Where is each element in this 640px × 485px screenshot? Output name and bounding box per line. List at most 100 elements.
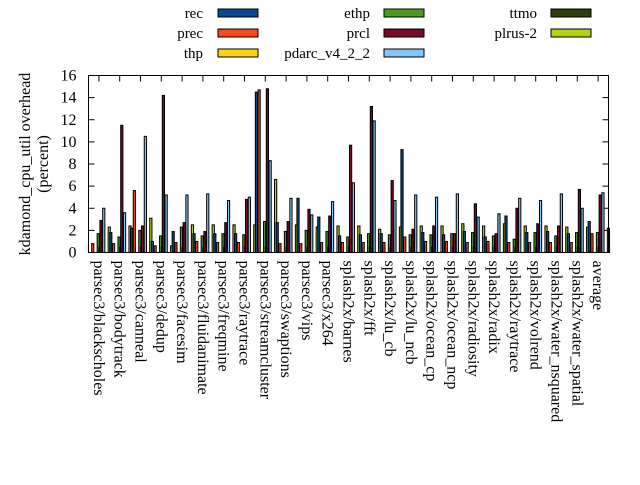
x-tick-label: parsec3/raytrace bbox=[236, 261, 253, 366]
bar-prec bbox=[403, 236, 407, 253]
x-tick-label: splash2x/radix bbox=[485, 261, 502, 354]
bar-pdarc-v4-2-2 bbox=[455, 193, 459, 253]
x-tick-label: splash2x/water_spatial bbox=[568, 261, 585, 407]
bar-rec bbox=[462, 230, 466, 253]
legend-label: prec bbox=[177, 26, 203, 42]
bar-pdarc-v4-2-2 bbox=[185, 194, 189, 254]
bar-pdarc-v4-2-2 bbox=[289, 197, 293, 253]
bar-prec bbox=[382, 242, 386, 253]
bar-prec bbox=[444, 240, 448, 253]
bar-prcl bbox=[453, 233, 457, 254]
bar-prcl bbox=[536, 223, 540, 254]
legend-item-rec: rec bbox=[185, 6, 259, 22]
bar-rec bbox=[171, 230, 175, 253]
legend-item-ethp: ethp bbox=[344, 6, 425, 22]
bar-rec bbox=[338, 235, 342, 253]
bar-pdarc-v4-2-2 bbox=[538, 200, 543, 254]
y-tick-label: 12 bbox=[61, 112, 77, 129]
bar-pdarc-v4-2-2 bbox=[434, 196, 439, 253]
legend-swatch bbox=[550, 28, 592, 38]
legend-item-pdarc-v4-2-2: pdarc_v4_2_2 bbox=[284, 46, 425, 62]
bar-pdarc-v4-2-2 bbox=[247, 196, 251, 253]
legend: rec prec thp ethp prcl pdarc_v4_2_2 ttmo plrus-… bbox=[177, 6, 592, 62]
bar-rec bbox=[504, 215, 508, 253]
y-axis-label: kdamond_cpu_util overhead (percent) bbox=[17, 73, 52, 256]
legend-label: prcl bbox=[347, 26, 370, 42]
bar-rec bbox=[587, 221, 591, 253]
bar-rec bbox=[442, 234, 446, 254]
bar-prec bbox=[257, 89, 261, 253]
x-tick-label: parsec3/vips bbox=[298, 261, 315, 341]
bar-prcl bbox=[203, 230, 207, 253]
bar-rec bbox=[109, 232, 113, 253]
bar-prec bbox=[236, 242, 240, 253]
y-tick-label: 8 bbox=[69, 156, 77, 173]
bar-prec bbox=[527, 242, 532, 253]
bar-rec bbox=[421, 232, 425, 253]
legend-label: rec bbox=[185, 6, 204, 22]
x-tick-label: splash2x/lu_ncb bbox=[402, 261, 419, 365]
y-tick-label: 6 bbox=[69, 178, 77, 195]
bar-prec bbox=[278, 243, 282, 253]
bar-pdarc-v4-2-2 bbox=[476, 216, 480, 254]
bar-rec bbox=[379, 233, 383, 254]
x-tick-label: splash2x/volrend bbox=[527, 261, 544, 370]
x-axis: parsec3/blackscholes parsec3/bodytrack par… bbox=[90, 75, 606, 422]
legend-item-prcl: prcl bbox=[347, 26, 425, 42]
bar-pdarc-v4-2-2 bbox=[351, 182, 355, 253]
bar-pdarc-v4-2-2 bbox=[414, 194, 418, 254]
bar-rec bbox=[358, 234, 362, 254]
legend-swatch bbox=[383, 48, 425, 58]
bar-rec bbox=[546, 230, 550, 253]
bar-rec bbox=[566, 233, 570, 254]
y-axis-label-line: (percent) bbox=[35, 135, 52, 193]
x-tick-label: parsec3/x264 bbox=[319, 261, 336, 346]
bar-prcl bbox=[182, 222, 186, 254]
bar-pdarc-v4-2-2 bbox=[518, 197, 522, 253]
bar-rec bbox=[192, 233, 196, 254]
bar-prec bbox=[132, 190, 136, 254]
x-tick-label: splash2x/lu_cb bbox=[381, 261, 398, 357]
bar-prcl bbox=[99, 219, 103, 253]
bar-rec bbox=[317, 216, 321, 254]
bar-prec bbox=[299, 243, 303, 253]
bar-prec bbox=[590, 233, 594, 254]
x-tick-label: splash2x/barnes bbox=[340, 261, 357, 363]
bar-pdarc-v4-2-2 bbox=[164, 194, 168, 254]
bar-prec bbox=[195, 240, 199, 253]
plot-frame bbox=[88, 75, 609, 253]
bar-pdarc-v4-2-2 bbox=[330, 201, 335, 254]
y-tick-label: 16 bbox=[61, 68, 77, 85]
legend-swatch bbox=[217, 28, 259, 38]
bar-prcl bbox=[307, 208, 311, 253]
bar-prcl bbox=[557, 225, 561, 253]
bar-pdarc-v4-2-2 bbox=[268, 160, 272, 253]
x-tick-label: parsec3/facesim bbox=[173, 261, 190, 365]
bar-prec bbox=[319, 242, 324, 253]
bar-rec bbox=[525, 232, 529, 253]
bar-pdarc-v4-2-2 bbox=[601, 192, 605, 253]
x-tick-label: parsec3/canneal bbox=[132, 261, 149, 364]
bar-prcl bbox=[473, 203, 477, 253]
y-tick-label: 0 bbox=[69, 245, 77, 262]
bar-pdarc-v4-2-2 bbox=[310, 214, 314, 253]
x-tick-label: splash2x/raytrace bbox=[506, 261, 523, 373]
bar-prec bbox=[91, 243, 95, 253]
y-tick-label: 14 bbox=[61, 90, 77, 107]
bar-prec bbox=[486, 240, 490, 253]
bar-prcl bbox=[286, 221, 290, 253]
x-tick-label: parsec3/blackscholes bbox=[90, 261, 107, 396]
legend-label: plrus-2 bbox=[495, 26, 538, 42]
bar-prcl bbox=[349, 144, 353, 254]
bar-prec bbox=[569, 242, 573, 253]
y-tick-label: 10 bbox=[61, 134, 77, 151]
bar-prec bbox=[153, 245, 157, 254]
bar-prec bbox=[548, 242, 552, 253]
x-tick-label: splash2x/radiosity bbox=[464, 261, 481, 377]
x-tick-label: splash2x/ocean_cp bbox=[423, 261, 440, 382]
x-tick-label: splash2x/fft bbox=[360, 261, 377, 337]
bar-prcl bbox=[224, 222, 228, 254]
bar-prec bbox=[215, 242, 220, 253]
y-tick-label: 4 bbox=[69, 200, 77, 217]
